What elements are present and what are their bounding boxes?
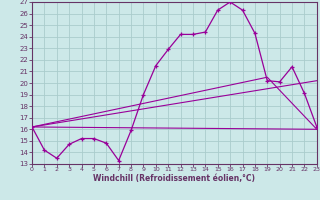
X-axis label: Windchill (Refroidissement éolien,°C): Windchill (Refroidissement éolien,°C) xyxy=(93,174,255,183)
